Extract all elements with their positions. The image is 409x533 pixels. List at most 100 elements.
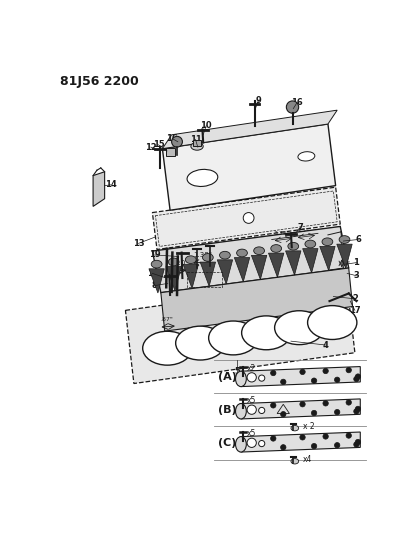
Text: 8: 8 [151, 281, 156, 290]
Text: 1.0": 1.0" [173, 260, 188, 265]
Circle shape [299, 434, 304, 440]
Polygon shape [240, 432, 360, 452]
Text: 16: 16 [166, 134, 178, 143]
Circle shape [355, 374, 360, 379]
Circle shape [258, 440, 264, 447]
Text: 19: 19 [148, 251, 160, 260]
Text: 9: 9 [255, 95, 261, 104]
Circle shape [334, 377, 339, 383]
Polygon shape [240, 399, 360, 419]
Circle shape [270, 402, 275, 408]
Circle shape [270, 370, 275, 376]
Circle shape [310, 443, 316, 449]
Circle shape [310, 378, 316, 383]
Circle shape [280, 411, 285, 417]
Circle shape [353, 376, 358, 382]
Text: 5: 5 [234, 367, 239, 376]
Text: 81J56 2200: 81J56 2200 [60, 75, 138, 88]
Ellipse shape [236, 249, 247, 257]
Polygon shape [217, 260, 232, 284]
Ellipse shape [338, 236, 349, 244]
Ellipse shape [235, 371, 246, 386]
Text: (A): (A) [217, 373, 236, 382]
Text: 4: 4 [322, 341, 328, 350]
Polygon shape [200, 262, 215, 286]
Ellipse shape [304, 240, 315, 248]
Circle shape [353, 409, 358, 414]
Polygon shape [148, 269, 164, 293]
Polygon shape [251, 255, 266, 279]
Text: 4.5": 4.5" [296, 228, 308, 233]
Text: 10: 10 [200, 121, 211, 130]
Polygon shape [160, 268, 352, 331]
Circle shape [258, 375, 264, 381]
Ellipse shape [287, 243, 298, 250]
Ellipse shape [219, 252, 230, 259]
Ellipse shape [321, 238, 332, 246]
Polygon shape [336, 244, 351, 268]
Polygon shape [166, 266, 181, 290]
Ellipse shape [142, 332, 191, 365]
Ellipse shape [274, 311, 323, 345]
Circle shape [247, 438, 256, 447]
Circle shape [299, 369, 304, 375]
Text: x2: x2 [247, 364, 256, 373]
Ellipse shape [270, 245, 281, 252]
Bar [193, 140, 200, 147]
Text: .87": .87" [160, 317, 173, 322]
Text: 15: 15 [152, 140, 164, 149]
Ellipse shape [297, 152, 314, 161]
Polygon shape [152, 227, 348, 293]
Text: x5: x5 [247, 396, 256, 405]
Ellipse shape [185, 256, 196, 263]
Text: 12: 12 [145, 143, 156, 151]
Text: x 2: x 2 [302, 422, 313, 431]
Polygon shape [240, 367, 360, 386]
Ellipse shape [202, 254, 213, 261]
Ellipse shape [235, 403, 246, 419]
Circle shape [247, 373, 256, 382]
Text: 17: 17 [348, 306, 360, 315]
Circle shape [355, 439, 360, 445]
Text: 13: 13 [133, 239, 144, 248]
Circle shape [353, 442, 358, 447]
Text: 2: 2 [351, 294, 357, 303]
Polygon shape [302, 248, 317, 273]
Ellipse shape [187, 169, 217, 187]
Circle shape [280, 379, 285, 385]
Text: 7: 7 [297, 223, 302, 232]
Text: 1: 1 [353, 258, 358, 267]
Bar [166, 148, 175, 156]
Ellipse shape [191, 142, 203, 150]
Circle shape [243, 213, 254, 223]
Ellipse shape [151, 260, 162, 268]
Text: 3.75": 3.75" [273, 231, 290, 237]
Circle shape [355, 406, 360, 411]
Polygon shape [319, 246, 334, 271]
Ellipse shape [241, 316, 290, 350]
Circle shape [322, 401, 328, 406]
Circle shape [171, 136, 182, 147]
Circle shape [345, 400, 351, 405]
Circle shape [322, 434, 328, 439]
Polygon shape [285, 251, 300, 275]
Ellipse shape [235, 437, 246, 452]
Text: (C): (C) [217, 438, 236, 448]
Circle shape [322, 368, 328, 374]
Text: x5: x5 [247, 429, 256, 438]
Ellipse shape [168, 258, 179, 266]
Ellipse shape [253, 247, 264, 255]
Circle shape [334, 409, 339, 415]
Polygon shape [162, 124, 335, 210]
Polygon shape [162, 110, 336, 149]
Text: 14: 14 [105, 180, 117, 189]
Circle shape [270, 436, 275, 441]
Circle shape [345, 367, 351, 373]
Circle shape [334, 442, 339, 448]
Bar [187, 272, 221, 287]
Circle shape [280, 445, 285, 450]
Ellipse shape [208, 321, 257, 355]
Text: (B): (B) [217, 405, 236, 415]
Circle shape [299, 401, 304, 407]
Polygon shape [125, 280, 354, 384]
